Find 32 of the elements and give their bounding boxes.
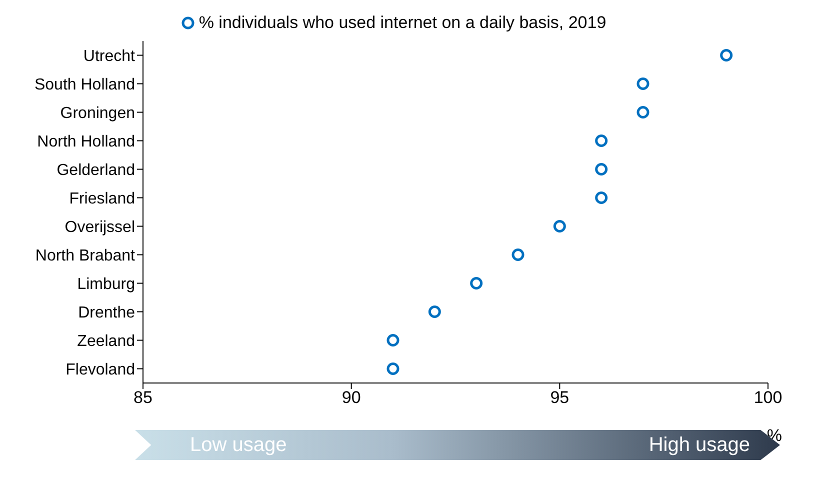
y-tick-label: Drenthe xyxy=(78,304,136,322)
y-tick-label: Overijssel xyxy=(64,218,135,236)
y-tick-label: Groningen xyxy=(60,104,135,122)
y-tick-label: North Holland xyxy=(37,133,135,150)
y-tick-label: North Brabant xyxy=(35,247,136,264)
point xyxy=(720,49,733,62)
text: Low usage xyxy=(190,434,287,457)
x-tick-label: 85 xyxy=(134,388,152,408)
y-tick-label: Flevoland xyxy=(66,361,135,378)
point xyxy=(386,362,400,375)
x-axis-title: % xyxy=(766,426,782,445)
point xyxy=(636,78,650,90)
point xyxy=(386,334,400,346)
point xyxy=(595,134,608,147)
x-tick-label: 90 xyxy=(342,388,361,408)
point xyxy=(553,220,566,232)
legend-label: % individuals who used internet on a daily basis, 2019 xyxy=(198,13,606,33)
text: High usage xyxy=(648,434,750,457)
y-tick-label: Gelderland xyxy=(56,162,135,179)
y-tick-label: Utrecht xyxy=(83,48,136,65)
point xyxy=(470,277,483,290)
point xyxy=(636,106,650,118)
y-tick-label: Zeeland xyxy=(77,332,135,350)
x-tick-label: 100 xyxy=(754,388,782,408)
point xyxy=(595,192,608,204)
x-tick-label: 95 xyxy=(550,388,570,408)
point xyxy=(428,306,441,318)
point xyxy=(512,248,524,261)
y-tick-label: Friesland xyxy=(69,190,135,208)
point xyxy=(595,163,608,176)
y-tick-label: Limburg xyxy=(77,276,135,293)
y-tick-label: South Holland xyxy=(34,76,135,94)
